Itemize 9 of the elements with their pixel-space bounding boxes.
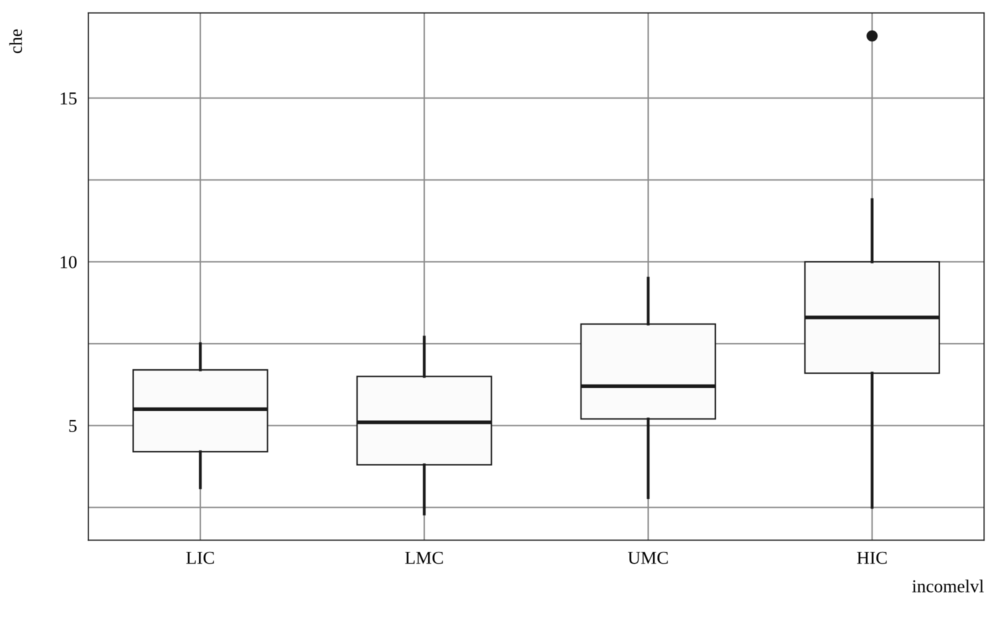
y-axis-title: che <box>9 29 22 54</box>
x-tick-label: UMC <box>628 552 668 564</box>
y-tick-label: 10 <box>60 256 77 268</box>
x-tick-label: LIC <box>186 552 214 564</box>
x-tick-label: LMC <box>405 552 443 564</box>
y-tick-label: 15 <box>60 92 77 105</box>
y-tick-label: 5 <box>69 420 77 432</box>
x-axis-title: incomelvl <box>912 580 984 592</box>
x-tick-label: HIC <box>857 552 887 564</box>
